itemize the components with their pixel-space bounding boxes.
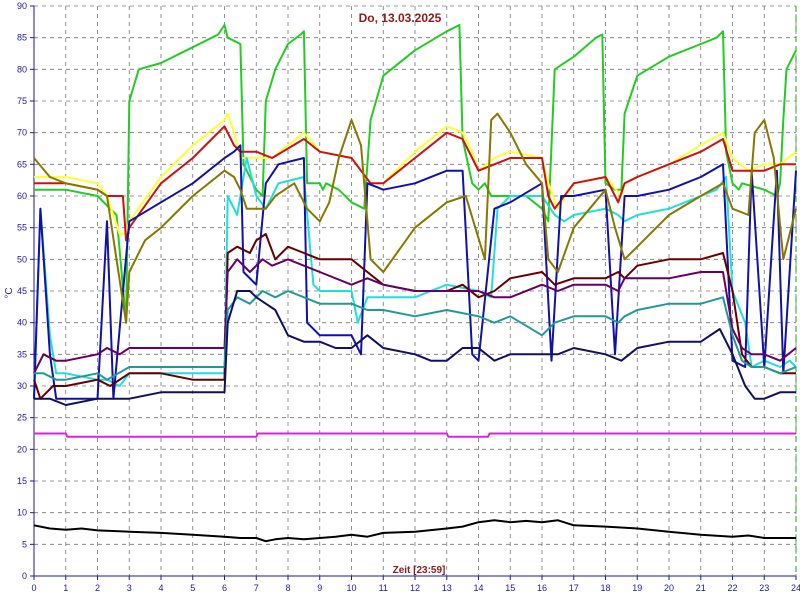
- y-tick-label: 55: [17, 223, 27, 233]
- series-line-8: [33, 258, 797, 374]
- x-tick-label: 3: [127, 583, 132, 593]
- y-tick-label: 85: [17, 33, 27, 43]
- y-tick-label: 20: [17, 444, 27, 454]
- y-axis-label: °C: [4, 287, 15, 298]
- x-tick-label: 16: [537, 583, 547, 593]
- y-tick-label: 80: [17, 64, 27, 74]
- chart-title: Do, 13.03.2025: [359, 11, 442, 25]
- x-tick-label: 17: [569, 583, 579, 593]
- y-tick-label: 0: [22, 571, 27, 581]
- series-line-10: [34, 290, 796, 406]
- y-tick-label: 35: [17, 349, 27, 359]
- y-tick-label: 30: [17, 381, 27, 391]
- x-tick-label: 7: [254, 583, 259, 593]
- y-tick-label: 25: [17, 413, 27, 423]
- series-line-9: [34, 290, 797, 381]
- x-tick-label: 0: [31, 583, 36, 593]
- x-tick-label: 4: [158, 583, 163, 593]
- x-axis-label: Zeit [23:59]: [393, 565, 446, 576]
- x-tick-label: 6: [222, 583, 227, 593]
- axes: [30, 5, 797, 580]
- x-tick-label: 21: [696, 583, 706, 593]
- series-line-12: [33, 519, 796, 543]
- y-tick-label: 40: [17, 318, 27, 328]
- x-tick-label: 19: [632, 583, 642, 593]
- series-line-6: [33, 112, 797, 324]
- y-tick-label: 10: [17, 508, 27, 518]
- y-tick-label: 50: [17, 254, 27, 264]
- x-tick-label: 11: [379, 583, 388, 593]
- x-tick-label: 24: [791, 583, 800, 593]
- x-tick-labels: 0 1 2 3 4 5 6 7 8 9 10 11 12 13 14 15 16 17 18 19 20 21 22 23 24: [31, 583, 800, 593]
- x-tick-label: 2: [95, 583, 100, 593]
- x-tick-label: 14: [473, 583, 483, 593]
- series-line-11: [34, 432, 796, 438]
- x-tick-label: 9: [317, 583, 322, 593]
- x-tick-label: 22: [727, 583, 737, 593]
- x-tick-label: 15: [505, 583, 515, 593]
- x-tick-label: 1: [63, 583, 68, 593]
- y-tick-labels: 0 5 10 15 20 25 30 35 40 45 50 55 60 65 70 75 80 85 90: [17, 1, 27, 581]
- series-line-3: [34, 125, 796, 242]
- x-tick-label: 13: [442, 583, 452, 593]
- y-tick-label: 5: [22, 539, 27, 549]
- y-tick-label: 65: [17, 159, 27, 169]
- x-tick-label: 8: [285, 583, 290, 593]
- y-tick-label: 75: [17, 96, 27, 106]
- x-tick-label: 20: [664, 583, 674, 593]
- y-tick-label: 15: [17, 476, 27, 486]
- x-tick-label: 12: [410, 583, 420, 593]
- y-tick-label: 60: [17, 191, 27, 201]
- series-line-5: [33, 144, 797, 400]
- y-tick-label: 70: [17, 128, 27, 138]
- series-lines: [33, 24, 797, 543]
- y-tick-label: 45: [17, 286, 27, 296]
- x-tick-label: 5: [190, 583, 195, 593]
- x-tick-label: 10: [346, 583, 356, 593]
- x-tick-label: 23: [759, 583, 769, 593]
- series-line-1: [34, 24, 797, 324]
- x-tick-label: 18: [600, 583, 610, 593]
- y-tick-label: 90: [17, 1, 27, 11]
